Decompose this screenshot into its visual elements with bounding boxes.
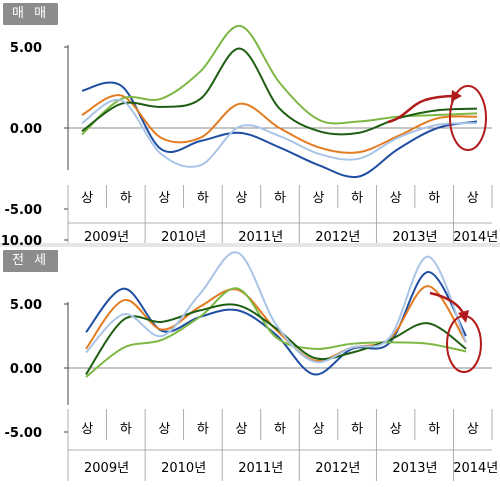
half-year-label: 상 xyxy=(467,191,479,206)
half-year-label: 하 xyxy=(274,191,286,206)
y-tick-label: 10.00 xyxy=(1,234,42,249)
half-year-label: 상 xyxy=(313,422,325,437)
half-year-label: 상 xyxy=(81,422,93,437)
year-label: 2012년 xyxy=(315,230,360,245)
half-year-label: 상 xyxy=(158,422,170,437)
y-tick-label: 5.00 xyxy=(10,41,42,56)
series-line-3 xyxy=(85,287,467,378)
year-label: 2009년 xyxy=(84,461,129,476)
year-label: 2011년 xyxy=(238,461,283,476)
y-tick-label: 0.00 xyxy=(10,122,42,137)
y-tick-label: 0.00 xyxy=(10,362,42,377)
half-year-label: 하 xyxy=(274,422,286,437)
y-tick-label: 5.00 xyxy=(10,298,42,313)
series-line-5 xyxy=(81,98,478,168)
series-line-4 xyxy=(81,47,478,136)
half-year-label: 상 xyxy=(390,422,402,437)
panel-title: 전 세 xyxy=(3,250,59,272)
year-label: 2013년 xyxy=(392,230,437,245)
highlight-circle xyxy=(446,315,482,373)
arrow-head-icon xyxy=(451,90,462,102)
year-label: 2010년 xyxy=(161,461,206,476)
year-label: 2012년 xyxy=(315,461,360,476)
year-label: 2011년 xyxy=(238,230,283,245)
half-year-label: 하 xyxy=(197,422,209,437)
half-year-label: 상 xyxy=(467,422,479,437)
year-label: 2013년 xyxy=(392,461,437,476)
highlight-circle xyxy=(449,85,487,151)
half-year-label: 상 xyxy=(158,191,170,206)
half-year-label: 상 xyxy=(235,191,247,206)
half-year-label: 하 xyxy=(120,191,132,206)
series-line-1 xyxy=(81,81,478,179)
year-label: 2010년 xyxy=(161,230,206,245)
half-year-label: 하 xyxy=(428,191,440,206)
half-year-label: 하 xyxy=(120,422,132,437)
y-tick-label: -5.00 xyxy=(5,203,42,218)
half-year-label: 하 xyxy=(351,422,363,437)
half-year-label: 상 xyxy=(81,191,93,206)
half-year-label: 상 xyxy=(313,191,325,206)
half-year-label: 상 xyxy=(235,422,247,437)
half-year-label: 하 xyxy=(428,422,440,437)
jeonse-chart: 10.00 5.00 0.00 -5.00 상 하 상 하 상 하 상 하 상 하 상 2009년 2010년 2… xyxy=(1,234,498,481)
series-line-5 xyxy=(85,251,467,364)
panel-title: 매 매 xyxy=(3,3,59,25)
half-year-label: 하 xyxy=(351,191,363,206)
sale-price-chart: 10.005.000.00-5.00상하상하상하상하상하상2009년2010년2… xyxy=(5,24,498,246)
half-year-label: 하 xyxy=(197,191,209,206)
y-tick-label: -5.00 xyxy=(5,426,42,441)
panel-divider xyxy=(0,243,500,247)
highlight-arrow xyxy=(387,94,456,124)
year-label: 2014년 xyxy=(453,461,498,476)
year-label: 2009년 xyxy=(84,230,129,245)
year-label: 2014년 xyxy=(453,230,498,245)
jeonse-panel: 전 세 10.00 5.00 0.00 -5.00 상 하 상 하 상 하 상 하 상 하 상 2009년 20… xyxy=(0,234,500,487)
series-line-2 xyxy=(81,94,478,154)
series-line-4 xyxy=(85,303,467,375)
sale-price-panel: 매 매 10.00 5.00 0.00 -5.00 상 하 상 하 상 하 상 하 상 하 상 2009년 20… xyxy=(3,3,498,246)
arrow-head-icon xyxy=(458,310,469,323)
half-year-label: 상 xyxy=(390,191,402,206)
